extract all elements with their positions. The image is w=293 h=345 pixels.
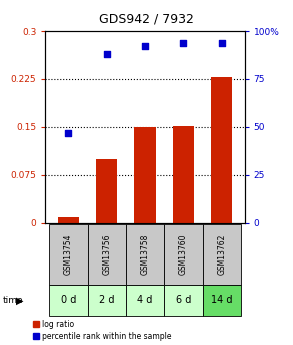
Bar [126, 285, 164, 316]
Point [104, 51, 109, 57]
Text: 6 d: 6 d [176, 295, 191, 305]
Text: 14 d: 14 d [211, 295, 232, 305]
Text: GSM13754: GSM13754 [64, 234, 73, 275]
Text: GSM13758: GSM13758 [141, 234, 149, 275]
Bar [173, 126, 194, 223]
Bar [202, 285, 241, 316]
Point [181, 40, 186, 45]
Bar [126, 224, 164, 285]
Point [66, 130, 71, 135]
Bar [211, 77, 232, 223]
Point [143, 43, 147, 49]
Bar [88, 224, 126, 285]
Bar [164, 224, 202, 285]
Bar [58, 217, 79, 223]
Legend: log ratio, percentile rank within the sample: log ratio, percentile rank within the sa… [33, 320, 172, 341]
Bar [88, 285, 126, 316]
Bar [134, 127, 156, 223]
Point [219, 40, 224, 45]
Text: 0 d: 0 d [61, 295, 76, 305]
Text: GSM13760: GSM13760 [179, 234, 188, 275]
Bar [96, 159, 117, 223]
Text: 4 d: 4 d [137, 295, 153, 305]
Text: ▶: ▶ [16, 296, 24, 306]
Text: GSM13756: GSM13756 [102, 234, 111, 275]
Text: 2 d: 2 d [99, 295, 115, 305]
Bar [164, 285, 202, 316]
Text: time: time [3, 296, 23, 305]
Text: GSM13762: GSM13762 [217, 234, 226, 275]
Bar [49, 224, 88, 285]
Bar [49, 285, 88, 316]
Text: GDS942 / 7932: GDS942 / 7932 [99, 12, 194, 25]
Bar [202, 224, 241, 285]
